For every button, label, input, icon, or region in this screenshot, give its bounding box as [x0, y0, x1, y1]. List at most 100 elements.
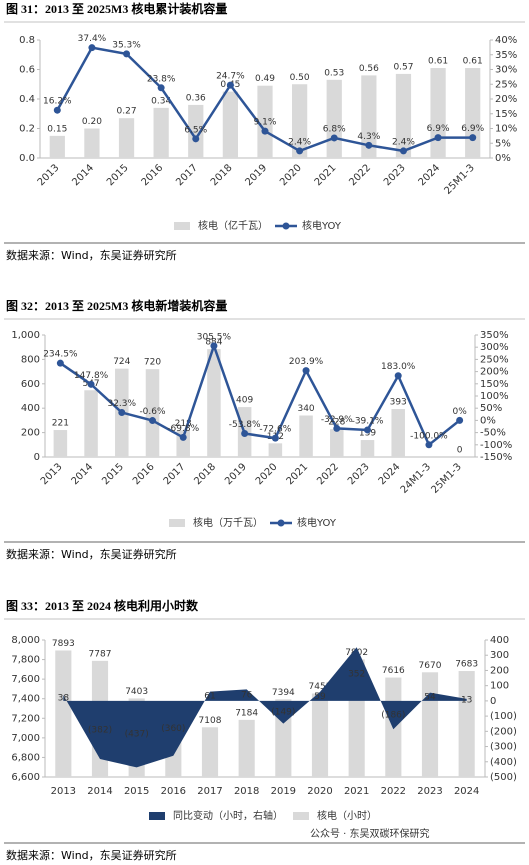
bar-label: 0	[457, 446, 463, 456]
bar	[395, 73, 412, 158]
x-tick-label: 2013	[36, 162, 62, 188]
x-tick-label: 2015	[100, 461, 126, 487]
bar	[430, 68, 446, 158]
bar	[84, 390, 98, 457]
line-label: 2.4%	[392, 137, 415, 147]
legend-label: 核电YOY	[297, 516, 337, 529]
legend-label: 核电（万千瓦）	[193, 516, 263, 529]
y2-tick-label: 30%	[495, 65, 517, 76]
area-label: 61	[204, 692, 215, 702]
area-label: 38	[58, 693, 70, 703]
legend-swatch	[169, 519, 185, 527]
y2-tick-label: 0	[490, 696, 496, 707]
bar	[361, 75, 377, 158]
y2-tick-label: 0%	[495, 153, 511, 164]
line-point	[123, 50, 131, 58]
bar-label: 409	[236, 396, 253, 406]
y-tick-label: 800	[21, 354, 40, 365]
x-tick-label: 2019	[243, 162, 269, 188]
bar-label: 0.56	[359, 64, 379, 74]
bar-label: 7403	[125, 687, 148, 697]
y2-tick-label: 100%	[480, 391, 509, 402]
y2-tick-label: 10%	[495, 124, 517, 135]
source: 数据来源：Wind，东吴证券研究所	[6, 248, 177, 262]
bar	[201, 727, 219, 777]
bar	[188, 104, 204, 158]
x-tick-label: 2018	[234, 786, 259, 797]
line-point	[399, 147, 407, 155]
y-tick-label: 0.6	[19, 65, 35, 76]
y2-tick-label: (300)	[490, 742, 517, 753]
y-tick-label: 0	[34, 452, 40, 463]
line-label: 4.3%	[357, 132, 380, 142]
line-point	[261, 127, 269, 135]
line-label: 23.8%	[147, 74, 176, 84]
bar	[118, 118, 135, 158]
bar-label: 7683	[455, 660, 478, 670]
y2-tick-label: 20%	[495, 94, 517, 105]
x-tick-label: 2014	[70, 461, 96, 487]
area-label: 13	[461, 695, 472, 705]
line-label: 6.9%	[427, 124, 450, 134]
y2-tick-label: -100%	[480, 440, 512, 451]
watermark: 公众号 · 东吴双碳环保研究	[310, 827, 430, 840]
line-label: 6.9%	[461, 124, 484, 134]
y2-tick-label: 40%	[495, 35, 517, 46]
area-label: (360)	[161, 724, 185, 734]
area-label: 76	[241, 691, 253, 701]
line	[59, 342, 461, 447]
y2-tick-label: 200%	[480, 367, 509, 378]
y-tick-label: 7,800	[11, 655, 40, 666]
x-tick-label: 2023	[346, 461, 372, 487]
legend-label: 同比变动（小时，右轴）	[173, 809, 283, 822]
x-tick-label: 2024	[454, 786, 479, 797]
line-point	[456, 416, 464, 424]
x-tick-label: 2016	[161, 786, 186, 797]
line-label: 9.1%	[254, 118, 277, 128]
line-point	[365, 141, 373, 149]
bar-label: 7108	[199, 716, 222, 726]
y2-tick-label: 25%	[495, 79, 517, 90]
y-tick-label: 200	[21, 428, 40, 439]
x-tick-label: 2014	[87, 786, 112, 797]
bar-label: 7893	[52, 639, 75, 649]
line-label: 147.8%	[74, 371, 109, 381]
bar-label: 0.49	[255, 74, 275, 84]
y-tick-label: 0.8	[19, 35, 35, 46]
bar	[326, 79, 342, 158]
bar	[421, 672, 439, 777]
x-tick-label: 2023	[382, 162, 408, 188]
y2-tick-label: 0%	[480, 415, 496, 426]
y-tick-label: 400	[21, 403, 40, 414]
y-tick-label: 7,400	[11, 694, 40, 705]
y2-tick-label: (200)	[490, 726, 517, 737]
line-point	[157, 84, 165, 92]
x-tick-label: 2015	[105, 162, 131, 188]
bar-label: 0.15	[47, 124, 67, 134]
line-point	[302, 367, 310, 375]
y2-tick-label: 15%	[495, 109, 517, 120]
line-point	[425, 441, 433, 449]
line-label: 24.7%	[216, 72, 245, 82]
bar-label: 7184	[235, 708, 258, 718]
bar	[145, 369, 160, 457]
y2-tick-label: 400	[490, 635, 509, 646]
line-label: -72.6%	[259, 425, 291, 435]
area-label: 59	[314, 692, 326, 702]
area-label: (382)	[88, 725, 112, 735]
bar	[55, 650, 72, 777]
x-tick-label: 2021	[344, 786, 369, 797]
line-label: 6.5%	[184, 125, 207, 135]
line-point	[149, 417, 156, 425]
bar-label: 0.20	[82, 117, 102, 127]
line-point	[56, 359, 64, 367]
bar-label: 0.53	[324, 68, 344, 78]
bar-label: 0.61	[463, 57, 483, 67]
y-tick-label: 7,600	[11, 674, 40, 685]
line-label: 183.0%	[381, 362, 416, 372]
x-tick-label: 2015	[124, 786, 149, 797]
bar	[84, 128, 100, 158]
bar-label: 0.36	[186, 93, 206, 103]
area-label: (149)	[271, 708, 295, 718]
line-point	[296, 147, 304, 155]
